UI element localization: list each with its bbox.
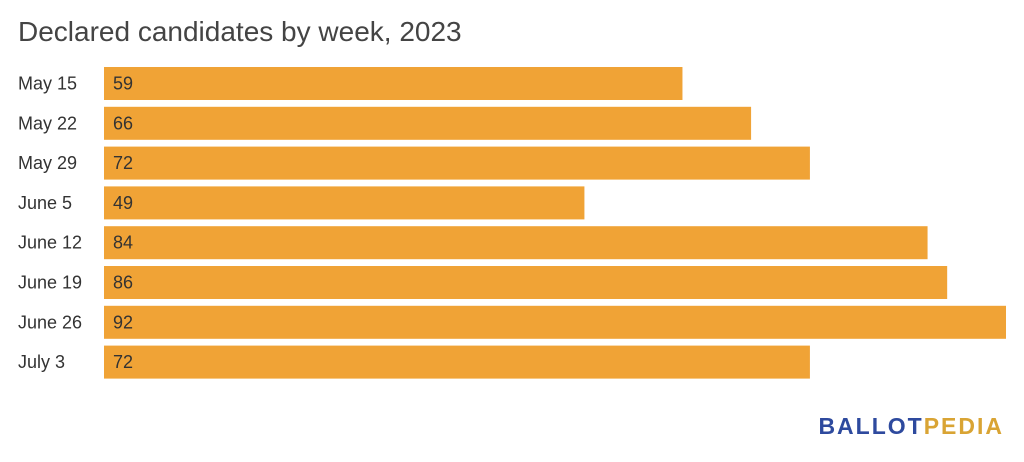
bar xyxy=(104,345,810,379)
logo-part-2: PEDIA xyxy=(923,413,1004,439)
bar-value-label: 49 xyxy=(113,193,133,213)
logo-part-1: BALLOT xyxy=(818,413,924,439)
category-label: May 22 xyxy=(18,113,77,133)
bar xyxy=(104,67,683,100)
category-label: June 26 xyxy=(18,312,82,332)
bar xyxy=(104,305,1006,339)
bar-value-label: 72 xyxy=(113,352,133,372)
bar-value-label: 84 xyxy=(113,233,133,253)
ballotpedia-logo: BALLOTPEDIA xyxy=(818,413,1004,440)
bar xyxy=(104,146,810,180)
bar-value-label: 92 xyxy=(113,312,133,332)
bar xyxy=(104,226,928,260)
bar-value-label: 66 xyxy=(113,113,133,133)
bar-value-label: 86 xyxy=(113,273,133,293)
bar xyxy=(104,106,752,140)
category-label: May 29 xyxy=(18,153,77,173)
category-label: June 5 xyxy=(18,193,72,213)
chart-title: Declared candidates by week, 2023 xyxy=(18,16,462,47)
category-label: June 12 xyxy=(18,233,82,253)
bar-value-label: 72 xyxy=(113,153,133,173)
category-label: July 3 xyxy=(18,352,65,372)
category-label: June 19 xyxy=(18,273,82,293)
bar xyxy=(104,186,585,220)
bar-value-label: 59 xyxy=(113,74,133,94)
bar xyxy=(104,266,948,299)
category-label: May 15 xyxy=(18,74,77,94)
